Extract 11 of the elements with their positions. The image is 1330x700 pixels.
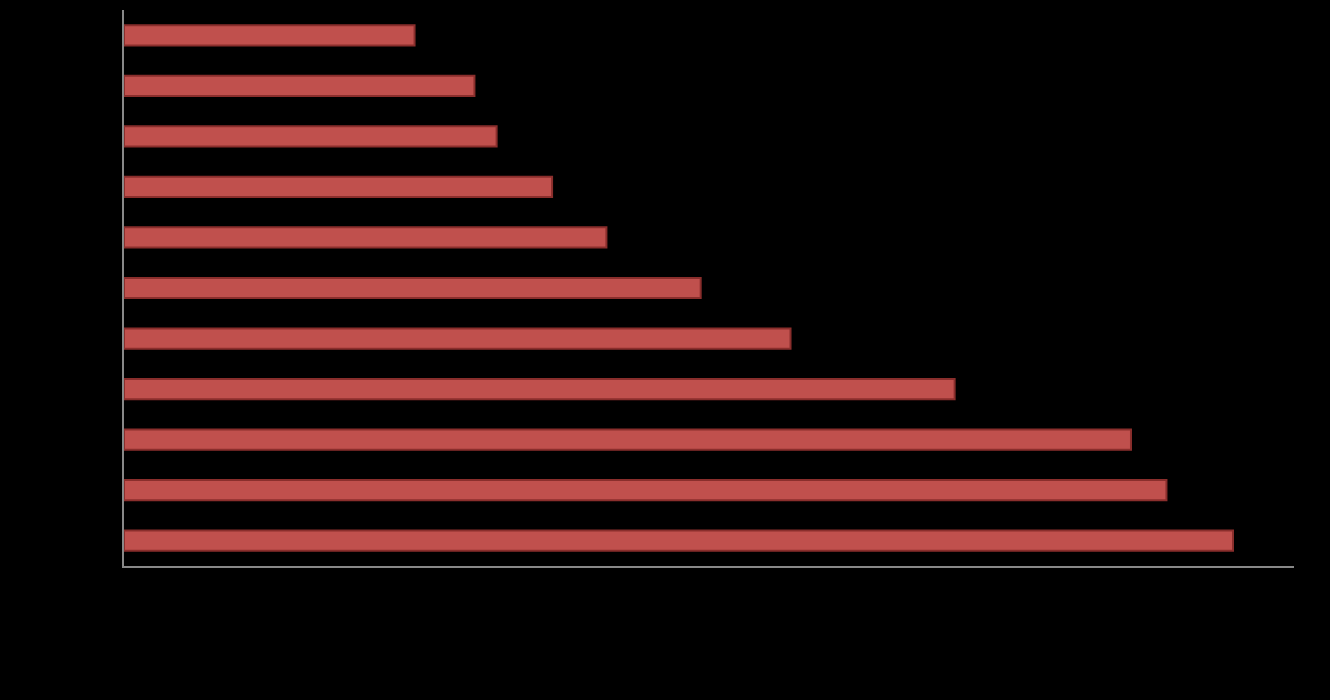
bar xyxy=(124,74,476,97)
bar xyxy=(124,226,608,249)
bar xyxy=(124,175,554,199)
bar xyxy=(124,327,792,350)
bar xyxy=(124,529,1234,552)
bar xyxy=(124,428,1132,451)
bar xyxy=(124,24,416,47)
bar xyxy=(124,125,498,148)
bar xyxy=(124,276,702,300)
bar xyxy=(124,479,1168,502)
bar xyxy=(124,377,956,401)
